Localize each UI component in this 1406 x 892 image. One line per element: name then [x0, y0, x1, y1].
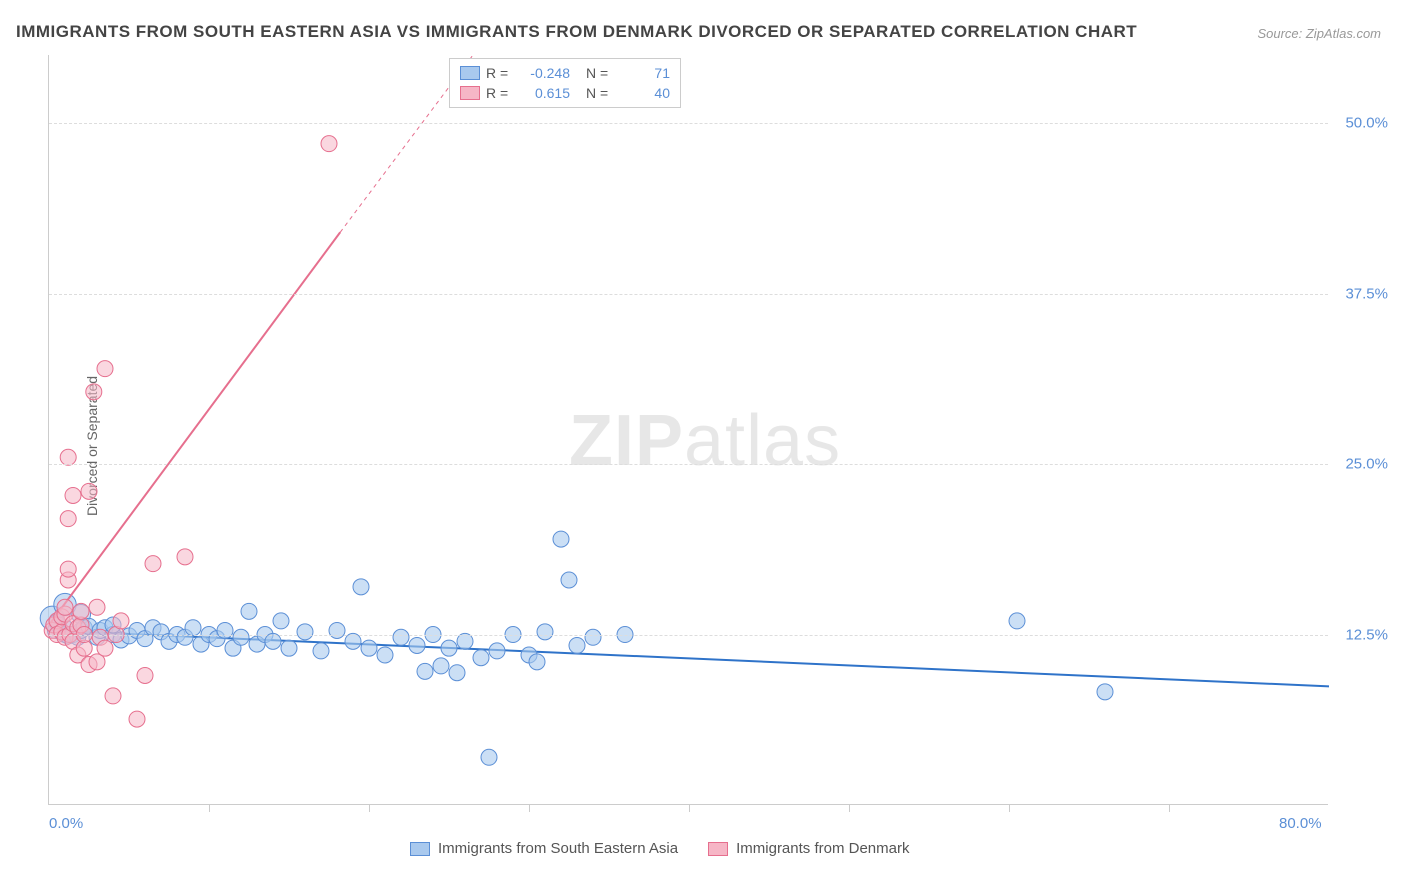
y-tick-label: 37.5% — [1345, 285, 1388, 302]
chart-title: IMMIGRANTS FROM SOUTH EASTERN ASIA VS IM… — [16, 22, 1137, 42]
stats-legend-row: R =-0.248N =71 — [460, 63, 670, 83]
plot-area: ZIPatlas R =-0.248N =71R =0.615N =40 12.… — [48, 55, 1328, 805]
x-tick-label: 80.0% — [1279, 815, 1322, 832]
x-tick — [529, 804, 530, 812]
x-tick — [1009, 804, 1010, 812]
scatter-svg — [49, 55, 1328, 804]
stats-legend: R =-0.248N =71R =0.615N =40 — [449, 58, 681, 108]
y-tick-label: 12.5% — [1345, 626, 1388, 643]
source-label: Source: ZipAtlas.com — [1257, 26, 1381, 41]
y-tick-label: 25.0% — [1345, 456, 1388, 473]
x-tick — [1169, 804, 1170, 812]
y-tick-label: 50.0% — [1345, 115, 1388, 132]
x-tick — [369, 804, 370, 812]
gridline-h — [49, 635, 1328, 636]
x-tick — [209, 804, 210, 812]
bottom-legend: Immigrants from South Eastern Asia Immigr… — [410, 840, 909, 857]
legend-item: Immigrants from Denmark — [708, 840, 909, 857]
x-tick — [849, 804, 850, 812]
x-tick — [689, 804, 690, 812]
legend-item: Immigrants from South Eastern Asia — [410, 840, 678, 857]
gridline-h — [49, 123, 1328, 124]
stats-legend-row: R =0.615N =40 — [460, 83, 670, 103]
gridline-h — [49, 294, 1328, 295]
x-tick-label: 0.0% — [49, 815, 83, 832]
gridline-h — [49, 464, 1328, 465]
